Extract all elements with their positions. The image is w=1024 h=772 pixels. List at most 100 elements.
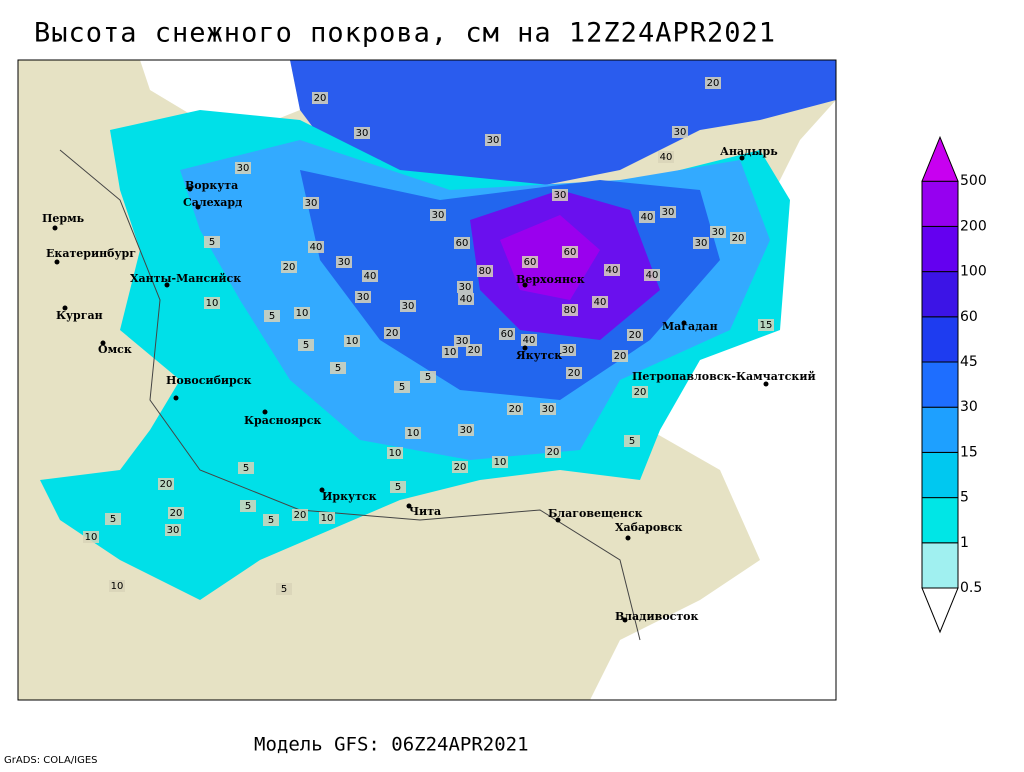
legend-label: 15 — [960, 444, 978, 460]
city-dot — [522, 345, 528, 351]
contour-label: 5 — [399, 382, 405, 393]
contour-label: 20 — [614, 351, 627, 362]
contour-label-bg — [457, 281, 473, 293]
contour-label: 60 — [524, 257, 537, 268]
contour-label: 10 — [346, 336, 359, 347]
city-dot — [555, 517, 561, 523]
contour-label: 80 — [479, 266, 492, 277]
contour-label-bg — [400, 300, 416, 312]
contour-label-bg — [639, 211, 655, 223]
contour-label-bg — [604, 264, 620, 276]
contour-label: 20 — [568, 368, 581, 379]
contour-label-bg — [390, 481, 406, 493]
contour-label-bg — [405, 427, 421, 439]
city-dot — [164, 282, 170, 288]
contour-label: 60 — [564, 247, 577, 258]
arctic-ice — [290, 60, 836, 190]
contour-label-bg — [168, 507, 184, 519]
contour-label-bg — [660, 206, 676, 218]
city-dot — [100, 340, 106, 346]
contour-label-bg — [158, 478, 174, 490]
city-label: Воркута — [185, 179, 238, 192]
legend-swatch — [921, 180, 959, 227]
contour-label: 10 — [85, 532, 98, 543]
contour-label: 10 — [389, 448, 402, 459]
city-dot — [319, 487, 325, 493]
contour-label-bg — [562, 304, 578, 316]
contour-label: 20 — [170, 508, 183, 519]
city-label: Пермь — [42, 212, 85, 225]
contour-label: 30 — [357, 292, 370, 303]
contour-label: 5 — [209, 237, 215, 248]
contour-label: 30 — [356, 128, 369, 139]
contour-label: 20 — [294, 510, 307, 521]
city-dot — [62, 305, 68, 311]
contour-label: 30 — [305, 198, 318, 209]
contour-label: 20 — [629, 330, 642, 341]
contour-label: 30 — [459, 282, 472, 293]
contour-label: 5 — [395, 482, 401, 493]
contour-label-bg — [109, 580, 125, 592]
contour-label-bg — [330, 362, 346, 374]
contour-label: 10 — [494, 457, 507, 468]
contour-label: 20 — [468, 345, 481, 356]
contour-label: 30 — [237, 163, 250, 174]
contour-label: 30 — [338, 257, 351, 268]
contour-label-bg — [492, 456, 508, 468]
contour-label: 5 — [243, 463, 249, 474]
contour-label: 5 — [269, 311, 275, 322]
legend-label: 45 — [960, 354, 978, 370]
contour-label-bg — [730, 232, 746, 244]
contour-label-bg — [387, 447, 403, 459]
contour-label-bg — [627, 329, 643, 341]
contour-label: 5 — [281, 584, 287, 595]
legend-label: 1 — [960, 535, 969, 551]
city-dot — [522, 282, 528, 288]
city-label: Верхоянск — [516, 273, 585, 286]
contour-label: 30 — [662, 207, 675, 218]
contour-label-bg — [485, 134, 501, 146]
city-label: Салехард — [183, 196, 242, 209]
contour-label: 40 — [606, 265, 619, 276]
credit: GrADS: COLA/IGES — [4, 755, 98, 766]
contour-label-bg — [560, 344, 576, 356]
city-label: Благовещенск — [548, 507, 643, 520]
city-label: Хабаровск — [615, 521, 682, 534]
contour-label-bg — [336, 256, 352, 268]
contour-label-bg — [83, 531, 99, 543]
city-label: Петропавловск-Камчатский — [632, 370, 816, 383]
contour-label: 40 — [364, 271, 377, 282]
contour-label: 30 — [712, 227, 725, 238]
legend-swatch — [921, 451, 959, 499]
contour-label-bg — [545, 446, 561, 458]
legend-swatch — [921, 316, 959, 363]
city-label: Якутск — [516, 349, 562, 362]
contour-label: 20 — [314, 93, 327, 104]
contour-label-bg — [644, 269, 660, 281]
contour-label: 40 — [646, 270, 659, 281]
legend-swatch — [921, 271, 959, 318]
contour-label: 40 — [523, 335, 536, 346]
city-dot — [262, 409, 268, 415]
contour-label-bg — [522, 256, 538, 268]
contour-label: 20 — [454, 462, 467, 473]
contour-label-bg — [466, 344, 482, 356]
contour-label-bg — [442, 346, 458, 358]
contour-label: 10 — [444, 347, 457, 358]
contour-label-bg — [276, 583, 292, 595]
city-dot — [173, 395, 179, 401]
contour-label: 20 — [634, 387, 647, 398]
contour-label: 20 — [547, 447, 560, 458]
contour-label: 20 — [160, 479, 173, 490]
contour-label: 30 — [554, 190, 567, 201]
contour-label-bg — [235, 162, 251, 174]
city-dot — [739, 155, 745, 161]
snow-max — [500, 215, 600, 300]
city-label: Новосибирск — [166, 374, 251, 387]
contour-label-bg — [477, 265, 493, 277]
city-label: Екатеринбург — [46, 247, 136, 260]
contour-label-bg — [292, 509, 308, 521]
